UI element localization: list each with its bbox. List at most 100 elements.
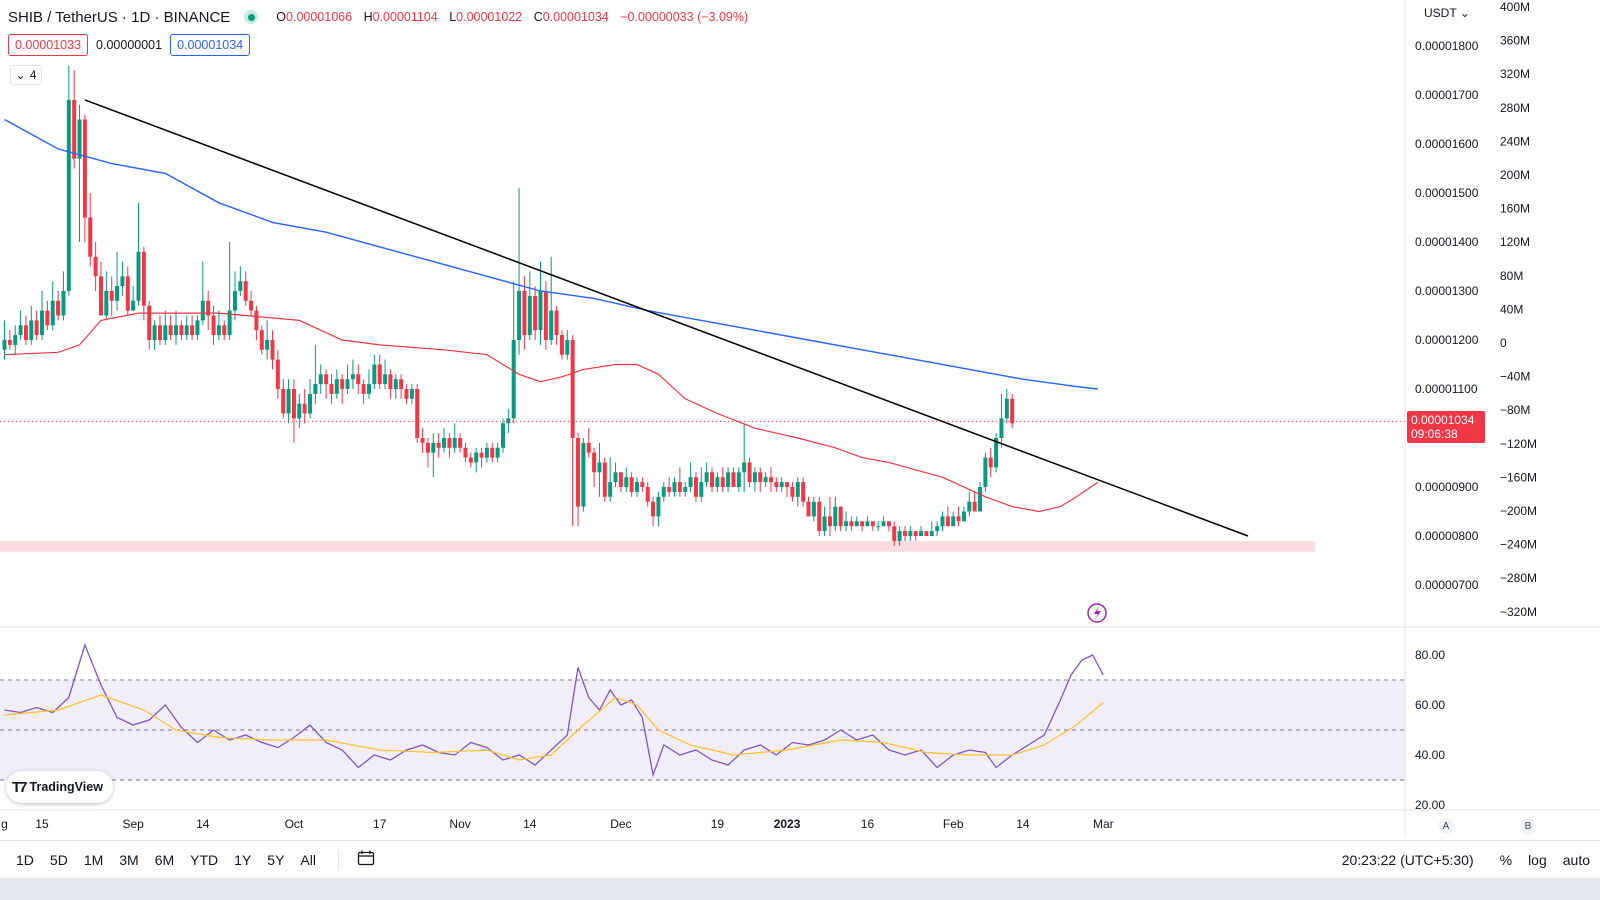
candle-body <box>147 305 152 340</box>
candle-body <box>640 482 645 487</box>
chart[interactable]: 0.00001800 0.00001700 0.00001600 0.00001500… <box>0 0 1600 840</box>
price-tick-label: 0.00001800 <box>1415 39 1479 53</box>
candle-body <box>490 447 495 458</box>
candle-body <box>409 389 414 399</box>
candle-body <box>157 325 162 340</box>
candle-body <box>356 374 361 385</box>
candle-body <box>366 384 371 394</box>
candle-body <box>527 295 532 336</box>
candle-body <box>645 487 650 502</box>
candle-body <box>570 340 575 438</box>
candle-body <box>174 325 179 336</box>
price-tick-label: 0.00000800 <box>1415 529 1479 543</box>
candle-body <box>495 447 500 458</box>
candle-body <box>195 320 200 336</box>
scale-b-button[interactable]: B <box>1520 818 1536 834</box>
candle-body <box>683 487 688 492</box>
candle-body <box>672 482 677 492</box>
candle-body <box>13 335 18 345</box>
candle-body <box>141 251 146 306</box>
candle-body <box>447 438 452 448</box>
candle-body <box>795 482 800 497</box>
candle-body <box>677 482 682 492</box>
candle-body <box>897 531 902 541</box>
candle-body <box>302 403 307 414</box>
volume-tick-label: −80M <box>1500 403 1530 417</box>
chevron-down-icon: ⌄ <box>15 68 26 82</box>
range-5d-button[interactable]: 5D <box>49 851 68 868</box>
price-tick-label: 0.00001200 <box>1415 333 1479 347</box>
clock-timezone[interactable]: 20:23:22 (UTC+5:30) <box>1341 852 1474 868</box>
buy-price-box[interactable]: 0.00001034 <box>170 34 251 56</box>
candle-body <box>125 276 130 311</box>
currency-selector[interactable]: USDT ⌄ <box>1424 6 1470 20</box>
candle-body <box>131 300 136 311</box>
rsi-line <box>4 643 1104 778</box>
range-3m-button[interactable]: 3M <box>119 851 139 868</box>
ma-long-line <box>4 118 1098 390</box>
candle-body <box>994 438 999 468</box>
candle-body <box>249 300 254 311</box>
candle-body <box>329 384 334 394</box>
candle-body <box>291 389 296 419</box>
scale-a-button[interactable]: A <box>1438 818 1454 834</box>
volume-tick-label: −40M <box>1500 370 1530 384</box>
tradingview-logo[interactable]: T7 TradingView <box>6 771 113 803</box>
candle-body <box>860 521 865 527</box>
candle-body <box>136 251 141 301</box>
open-value: 0.00001066 <box>286 10 353 24</box>
goto-date-icon[interactable] <box>357 850 375 869</box>
candle-body <box>833 506 838 527</box>
time-tick-label: Mar <box>1093 817 1114 831</box>
candle-body <box>790 487 795 497</box>
candle-body <box>163 325 168 340</box>
trendline <box>84 99 1249 537</box>
candle-body <box>93 256 98 277</box>
volume-tick-label: 160M <box>1500 202 1530 216</box>
sell-price-box[interactable]: 0.00001033 <box>8 34 89 56</box>
candle-body <box>345 379 350 389</box>
candle-body <box>774 482 779 487</box>
candle-body <box>543 291 548 340</box>
candle-body <box>886 521 891 527</box>
log-scale-button[interactable]: log <box>1528 852 1547 868</box>
time-tick-label: Dec <box>610 817 631 831</box>
candle-body <box>308 393 313 414</box>
range-ytd-button[interactable]: YTD <box>190 851 219 868</box>
price-tick-label: 0.00001600 <box>1415 137 1479 151</box>
candle-body <box>945 516 950 527</box>
candle-body <box>629 477 634 492</box>
percent-scale-button[interactable]: % <box>1499 852 1513 868</box>
range-1y-button[interactable]: 1Y <box>234 851 252 868</box>
candle-body <box>961 511 966 522</box>
candle-body <box>618 472 623 487</box>
candle-body <box>602 462 607 497</box>
range-6m-button[interactable]: 6M <box>154 851 175 868</box>
range-1m-button[interactable]: 1M <box>83 851 104 868</box>
candle-body <box>484 447 489 458</box>
candle-body <box>29 320 34 340</box>
range-all-button[interactable]: All <box>300 851 316 868</box>
candle-body <box>801 482 806 502</box>
bar-countdown: 09:06:38 <box>1411 427 1458 441</box>
candle-body <box>415 389 420 438</box>
candle-body <box>854 521 859 527</box>
price-tick-label: 0.00001400 <box>1415 235 1479 249</box>
candle-body <box>913 531 918 536</box>
symbol-title[interactable]: SHIB / TetherUS · 1D · BINANCE <box>8 8 231 26</box>
candle-body <box>265 340 270 350</box>
auto-scale-button[interactable]: auto <box>1562 852 1590 868</box>
range-5y-button[interactable]: 5Y <box>267 851 285 868</box>
candle-body <box>624 477 629 487</box>
volume-tick-label: −200M <box>1500 504 1537 518</box>
market-status-icon[interactable] <box>244 10 259 24</box>
indicators-toggle-button[interactable]: ⌄ 4 <box>10 65 42 85</box>
candle-body <box>634 482 639 492</box>
close-value: 0.00001034 <box>542 10 609 24</box>
price-tick-label: 0.00000700 <box>1415 578 1479 592</box>
volume-tick-label: −280M <box>1500 571 1537 585</box>
candle-body <box>72 99 77 159</box>
candle-body <box>420 438 425 443</box>
candle-body <box>967 501 972 512</box>
range-1d-button[interactable]: 1D <box>16 851 34 868</box>
